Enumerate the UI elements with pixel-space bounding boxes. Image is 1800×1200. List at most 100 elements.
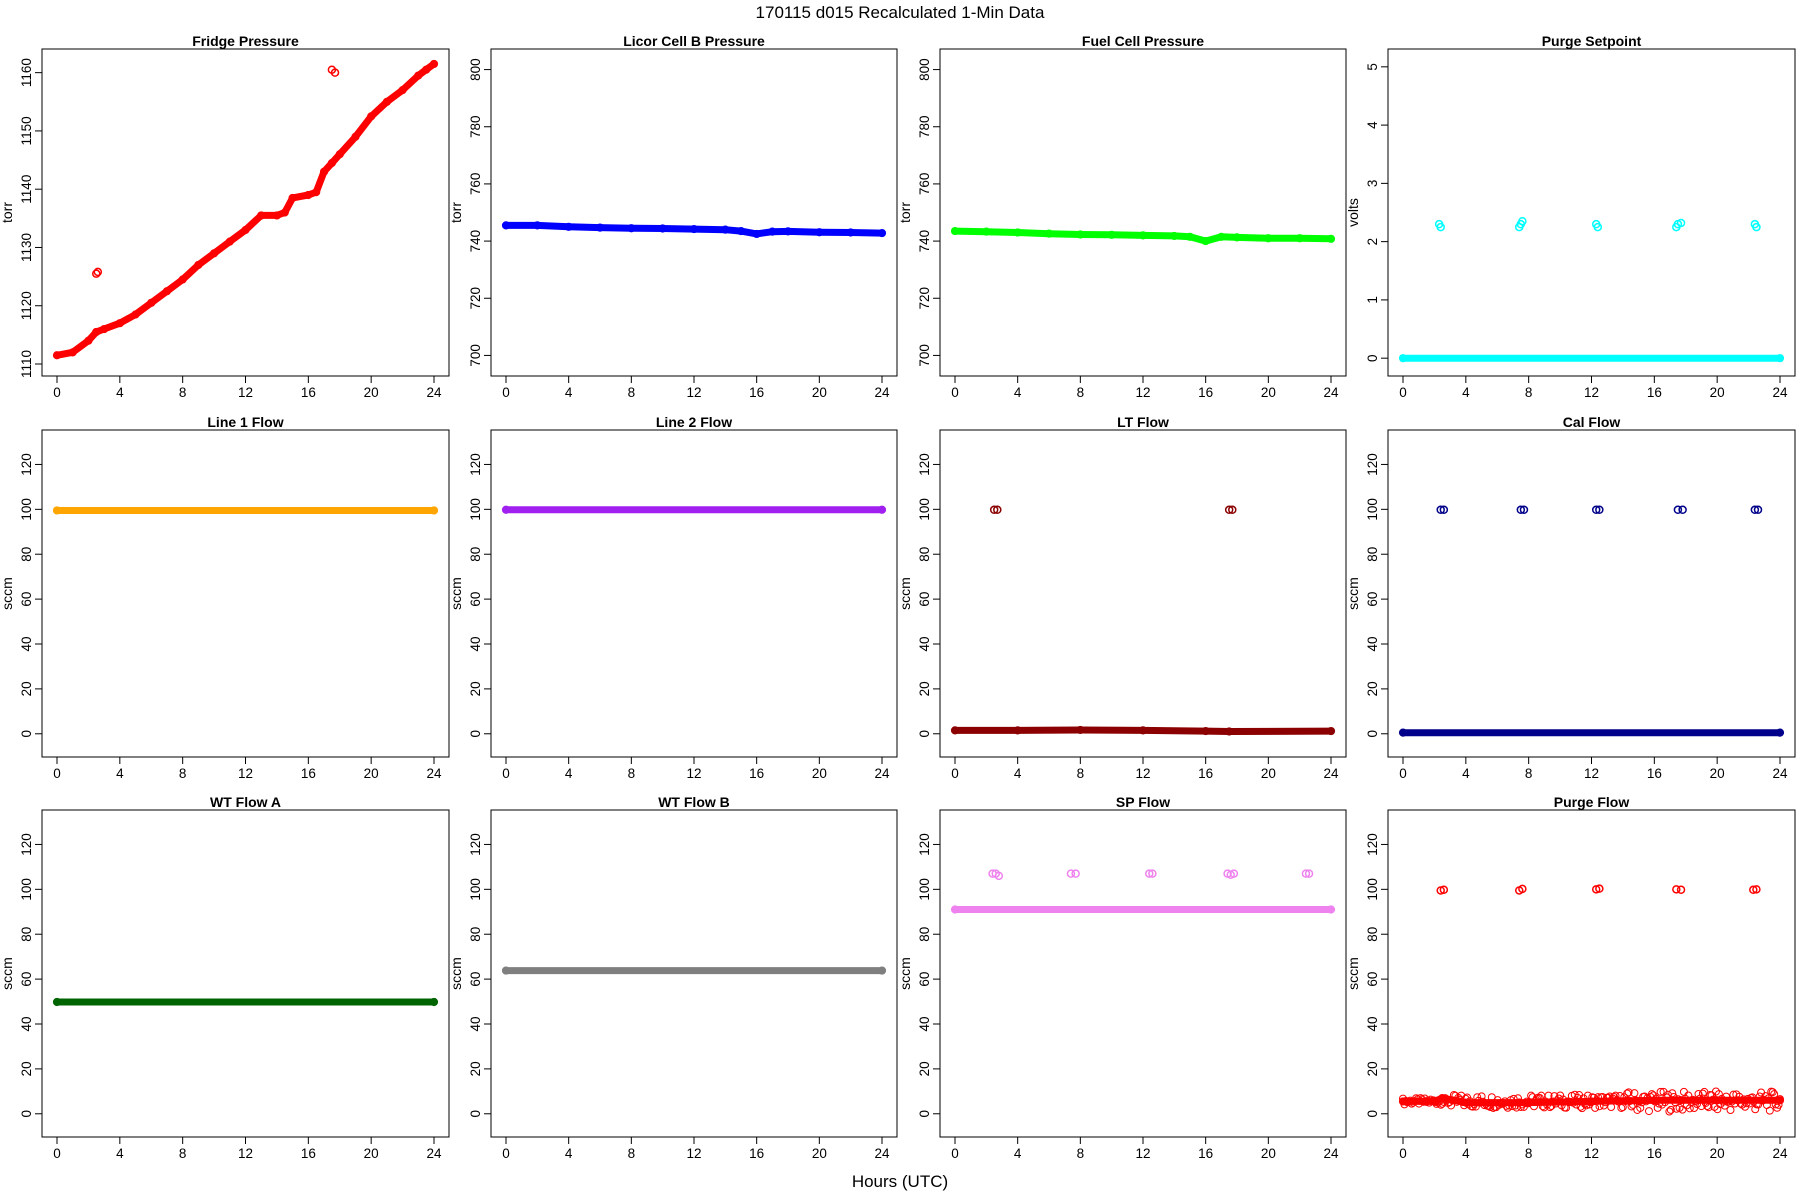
data-point <box>1576 1102 1585 1111</box>
panel-sp-flow: SP Flow 0 4 8 12 16 20 24 0 20 40 60 80 100 120 sccm <box>897 794 1347 1161</box>
y-tick-label: 20 <box>1365 681 1380 696</box>
panel-fridge-pressure: Fridge Pressure 0 4 8 12 16 20 24 1110 1120 1130 11… <box>0 33 450 400</box>
panel-fuel-cell-pressure: Fuel Cell Pressure 0 4 8 12 16 20 24 700 720 740 76… <box>897 33 1347 400</box>
data-point <box>1624 1088 1633 1097</box>
y-axis-label: sccm <box>448 577 464 610</box>
data-point <box>162 287 172 296</box>
data-point <box>1601 1098 1610 1107</box>
data-point <box>288 193 297 203</box>
x-tick-label: 4 <box>1014 766 1022 781</box>
y-tick-label: 760 <box>468 173 483 196</box>
y-tick-label: 60 <box>1365 972 1380 987</box>
data-point <box>1138 726 1148 735</box>
x-tick-label: 0 <box>502 385 510 400</box>
data-point <box>1631 1096 1640 1105</box>
y-tick-label: 720 <box>917 287 932 310</box>
data-point <box>1725 1097 1734 1106</box>
data-point <box>1726 1106 1735 1115</box>
data-point <box>1436 1100 1445 1109</box>
data-point <box>327 158 336 168</box>
data-point <box>1707 1091 1716 1100</box>
y-tick-label: 120 <box>468 833 483 856</box>
data-point <box>319 167 329 176</box>
data-point <box>115 319 124 328</box>
x-tick-label: 16 <box>1647 385 1662 400</box>
outlier-point <box>1439 505 1449 515</box>
data-point <box>1656 1087 1665 1096</box>
y-axis-label: sccm <box>897 957 913 990</box>
data-point <box>1426 1095 1435 1104</box>
x-tick-label: 20 <box>364 385 379 400</box>
y-tick-label: 3 <box>1365 180 1380 188</box>
data-point <box>131 310 140 319</box>
y-tick-label: 1140 <box>19 175 34 204</box>
outlier-point <box>1224 505 1234 515</box>
data-point <box>1013 228 1022 237</box>
x-tick-label: 16 <box>301 385 316 400</box>
y-axis-label: sccm <box>1345 957 1361 990</box>
y-axis-label: torr <box>897 202 913 223</box>
y-tick-label: 120 <box>1365 453 1380 476</box>
data-point <box>1578 1104 1587 1113</box>
y-tick-label: 100 <box>468 498 483 521</box>
y-tick-label: 60 <box>917 592 932 607</box>
y-tick-label: 100 <box>19 498 34 521</box>
data-point <box>1480 1101 1489 1110</box>
data-point <box>595 223 605 232</box>
y-axis-label: torr <box>448 202 464 223</box>
plot-frame <box>490 429 898 758</box>
x-tick-label: 8 <box>628 385 636 400</box>
x-tick-label: 24 <box>1772 1146 1788 1161</box>
data-point <box>1615 1091 1624 1100</box>
data-point <box>1500 1097 1509 1106</box>
data-point <box>1530 1102 1539 1111</box>
data-point <box>1770 1090 1779 1099</box>
data-point <box>1477 1092 1486 1101</box>
data-point <box>92 327 101 337</box>
y-axis-label: sccm <box>897 577 913 610</box>
x-tick-label: 8 <box>628 766 636 781</box>
x-tick-label: 16 <box>1198 385 1213 400</box>
y-axis-label: sccm <box>0 577 15 610</box>
x-tick-label: 8 <box>1077 766 1085 781</box>
x-tick-label: 12 <box>1584 1146 1599 1161</box>
panel-title: Purge Setpoint <box>1542 33 1642 49</box>
data-point <box>351 132 360 141</box>
data-point <box>1757 1088 1766 1097</box>
x-tick-label: 0 <box>1399 385 1407 400</box>
y-tick-label: 0 <box>468 1110 483 1118</box>
data-point <box>398 86 407 95</box>
data-point <box>1217 232 1226 241</box>
plot-frame <box>1387 48 1796 377</box>
y-tick-label: 120 <box>917 833 932 856</box>
data-point <box>1607 1103 1616 1112</box>
plot-frame <box>1387 809 1796 1138</box>
data-point <box>1295 234 1304 243</box>
y-tick-label: 80 <box>19 547 34 562</box>
data-point <box>429 59 439 69</box>
plot-frame <box>939 809 1347 1138</box>
y-tick-label: 700 <box>468 344 483 367</box>
data-point <box>1540 1103 1549 1112</box>
x-tick-label: 8 <box>179 385 187 400</box>
y-tick-label: 100 <box>917 498 932 521</box>
y-tick-label: 40 <box>917 1016 932 1031</box>
data-point <box>1508 1102 1517 1111</box>
panel-title: LT Flow <box>1117 414 1169 430</box>
outlier-point <box>993 505 1002 515</box>
data-point <box>1604 1093 1613 1102</box>
x-tick-label: 20 <box>812 385 827 400</box>
data-point <box>1668 1089 1677 1098</box>
outlier-point <box>1516 505 1526 515</box>
y-tick-label: 1130 <box>19 233 34 262</box>
x-tick-label: 12 <box>1135 385 1150 400</box>
y-axis-label: sccm <box>448 957 464 990</box>
data-point <box>1513 1094 1522 1103</box>
data-point <box>1579 1094 1588 1103</box>
outlier-point <box>1676 885 1686 895</box>
data-point <box>1076 725 1085 735</box>
series-trace <box>1398 884 1785 1116</box>
y-tick-label: 100 <box>1365 498 1380 521</box>
data-point <box>1201 236 1210 246</box>
